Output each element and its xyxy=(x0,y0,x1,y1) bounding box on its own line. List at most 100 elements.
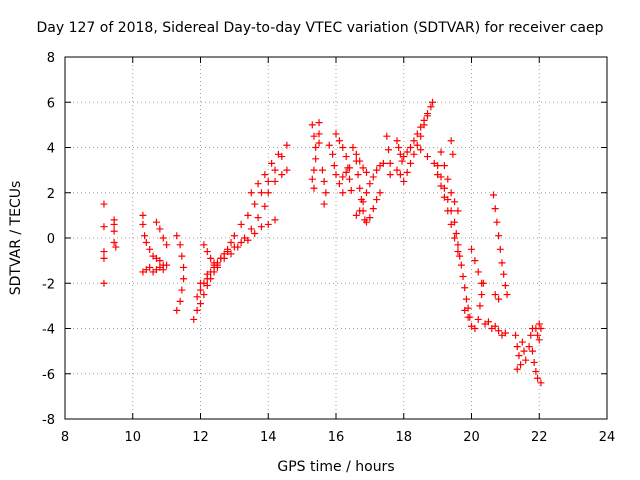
data-point xyxy=(451,198,459,206)
data-point xyxy=(237,220,245,228)
data-point xyxy=(362,218,370,226)
data-point xyxy=(537,379,545,387)
data-point xyxy=(261,202,269,210)
data-point xyxy=(410,150,418,158)
data-point xyxy=(193,306,201,314)
data-point xyxy=(173,306,181,314)
data-point xyxy=(254,180,262,188)
data-point xyxy=(429,98,437,106)
data-point xyxy=(156,257,164,265)
data-point xyxy=(352,211,360,219)
data-point xyxy=(468,245,475,253)
data-point xyxy=(274,150,282,158)
data-point xyxy=(471,257,479,265)
data-point xyxy=(495,232,503,240)
data-point xyxy=(437,173,445,181)
data-point xyxy=(484,318,492,326)
data-point xyxy=(139,220,147,228)
data-point xyxy=(283,141,291,149)
data-point xyxy=(139,211,147,219)
data-point xyxy=(349,144,357,151)
y-tick-label: -6 xyxy=(42,368,55,383)
data-point xyxy=(449,150,457,158)
data-point xyxy=(271,177,279,185)
data-point xyxy=(163,261,171,269)
y-tick-label: 6 xyxy=(47,96,55,111)
data-point xyxy=(271,166,279,174)
data-point xyxy=(251,200,259,208)
data-point xyxy=(320,177,328,185)
data-point xyxy=(440,162,448,170)
data-point xyxy=(156,225,164,233)
y-axis-label: SDTVAR / TECUs xyxy=(8,181,24,296)
data-point xyxy=(400,153,408,161)
x-tick-label: 8 xyxy=(61,430,69,445)
x-tick-label: 20 xyxy=(463,430,480,445)
data-point xyxy=(110,239,118,247)
data-point xyxy=(322,189,330,197)
data-point xyxy=(346,175,354,183)
x-tick-label: 12 xyxy=(192,430,209,445)
data-point xyxy=(376,189,384,197)
data-point xyxy=(247,189,255,197)
data-point xyxy=(454,248,462,256)
data-point xyxy=(420,116,428,124)
data-point xyxy=(410,137,418,145)
data-point xyxy=(373,166,381,174)
data-point xyxy=(512,331,520,339)
data-point xyxy=(437,148,445,156)
data-point xyxy=(342,168,350,176)
data-point xyxy=(193,293,201,301)
data-point xyxy=(491,291,499,299)
data-point xyxy=(176,241,184,249)
data-point xyxy=(461,284,469,292)
data-point xyxy=(474,268,482,276)
data-point xyxy=(427,103,435,111)
data-point xyxy=(100,254,108,262)
data-point xyxy=(312,144,320,151)
y-tick-label: 4 xyxy=(47,142,55,157)
data-point xyxy=(342,153,350,161)
data-point xyxy=(369,173,377,181)
data-point xyxy=(257,223,265,231)
data-point xyxy=(530,358,538,366)
data-point xyxy=(254,214,262,222)
data-point xyxy=(398,157,406,165)
x-tick-label: 22 xyxy=(531,430,548,445)
data-point xyxy=(520,347,528,355)
data-point xyxy=(163,241,171,249)
data-point xyxy=(354,171,362,179)
data-point xyxy=(257,189,265,197)
data-point xyxy=(261,171,269,179)
data-point xyxy=(403,148,411,156)
data-point xyxy=(244,236,252,244)
data-point xyxy=(347,186,355,194)
data-point xyxy=(141,232,149,240)
data-point xyxy=(478,279,486,287)
data-point xyxy=(318,166,326,174)
data-point xyxy=(283,166,291,174)
data-point xyxy=(440,184,448,192)
data-point xyxy=(369,205,377,213)
data-point xyxy=(407,144,415,151)
data-point xyxy=(146,245,154,253)
y-tick-label: 2 xyxy=(47,187,55,202)
data-point xyxy=(454,207,462,215)
data-point xyxy=(251,229,259,237)
y-tick-labels: -8 -6 -4 -2 0 2 4 6 8 xyxy=(42,51,55,428)
data-point xyxy=(462,295,470,303)
data-point xyxy=(386,171,394,179)
data-point xyxy=(454,241,462,249)
data-point xyxy=(325,141,333,149)
data-point xyxy=(423,153,431,161)
data-point xyxy=(395,144,403,151)
data-point xyxy=(413,130,421,138)
data-point xyxy=(501,282,509,290)
data-point xyxy=(244,211,252,219)
data-point xyxy=(352,150,360,158)
data-point xyxy=(203,270,211,278)
x-tick-label: 10 xyxy=(124,430,141,445)
data-point xyxy=(362,168,370,176)
data-point xyxy=(537,325,545,332)
